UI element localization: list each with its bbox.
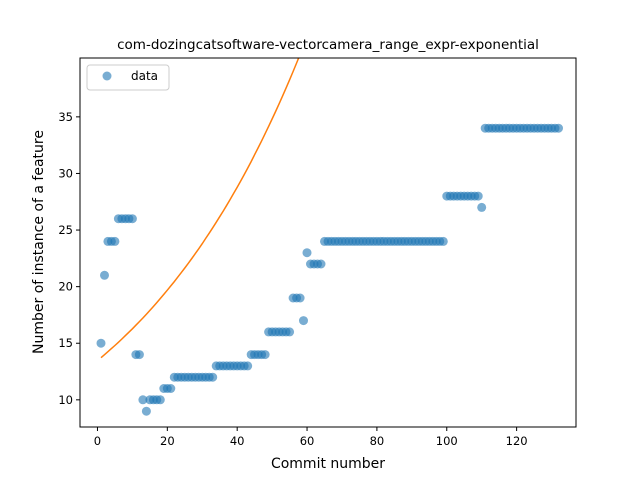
x-tick-label: 0 <box>94 434 101 448</box>
x-tick-label: 120 <box>506 434 528 448</box>
legend-box <box>86 64 170 91</box>
legend-label: data <box>131 69 158 83</box>
data-point <box>316 259 326 269</box>
x-tick-label: 20 <box>160 434 175 448</box>
data-point <box>299 316 308 326</box>
data-point <box>295 293 305 303</box>
y-tick-label: 15 <box>58 336 73 350</box>
y-tick-label: 25 <box>58 223 73 237</box>
x-tick-label: 100 <box>436 434 458 448</box>
plot-area <box>96 58 563 416</box>
y-axis-label: Number of instance of a feature <box>31 130 47 354</box>
data-point <box>554 123 563 133</box>
legend: data <box>86 64 170 91</box>
x-tick-label: 60 <box>300 434 315 448</box>
data-point <box>138 395 148 405</box>
data-point <box>141 406 151 416</box>
data-point <box>243 361 253 371</box>
data-point <box>285 327 295 337</box>
legend-marker <box>102 71 112 81</box>
axes-frame <box>79 57 577 428</box>
y-tick-label: 35 <box>58 110 73 124</box>
data-point <box>473 191 483 201</box>
chart-title: com-dozingcatsoftware-vectorcamera_range… <box>117 37 539 53</box>
data-point <box>438 236 448 246</box>
data-point <box>96 338 106 348</box>
x-axis: 0 20 40 60 80 100 120 <box>94 427 528 448</box>
x-tick-label: 80 <box>370 434 385 448</box>
data-point <box>208 372 218 382</box>
data-point <box>134 350 144 360</box>
data-point <box>100 270 109 280</box>
fit-line <box>100 58 300 359</box>
x-tick-label: 40 <box>230 434 245 448</box>
data-point <box>302 248 312 258</box>
x-axis-label: Commit number <box>271 456 385 472</box>
data-point <box>477 202 487 212</box>
data-point <box>166 384 176 393</box>
y-tick-label: 20 <box>58 280 73 294</box>
data-point <box>110 236 120 246</box>
data-point <box>127 214 137 224</box>
y-tick-label: 30 <box>58 166 73 180</box>
y-tick-label: 10 <box>58 393 73 407</box>
y-axis: 10 15 20 25 30 35 <box>58 110 80 407</box>
data-point <box>260 350 270 360</box>
data-point <box>155 395 165 405</box>
